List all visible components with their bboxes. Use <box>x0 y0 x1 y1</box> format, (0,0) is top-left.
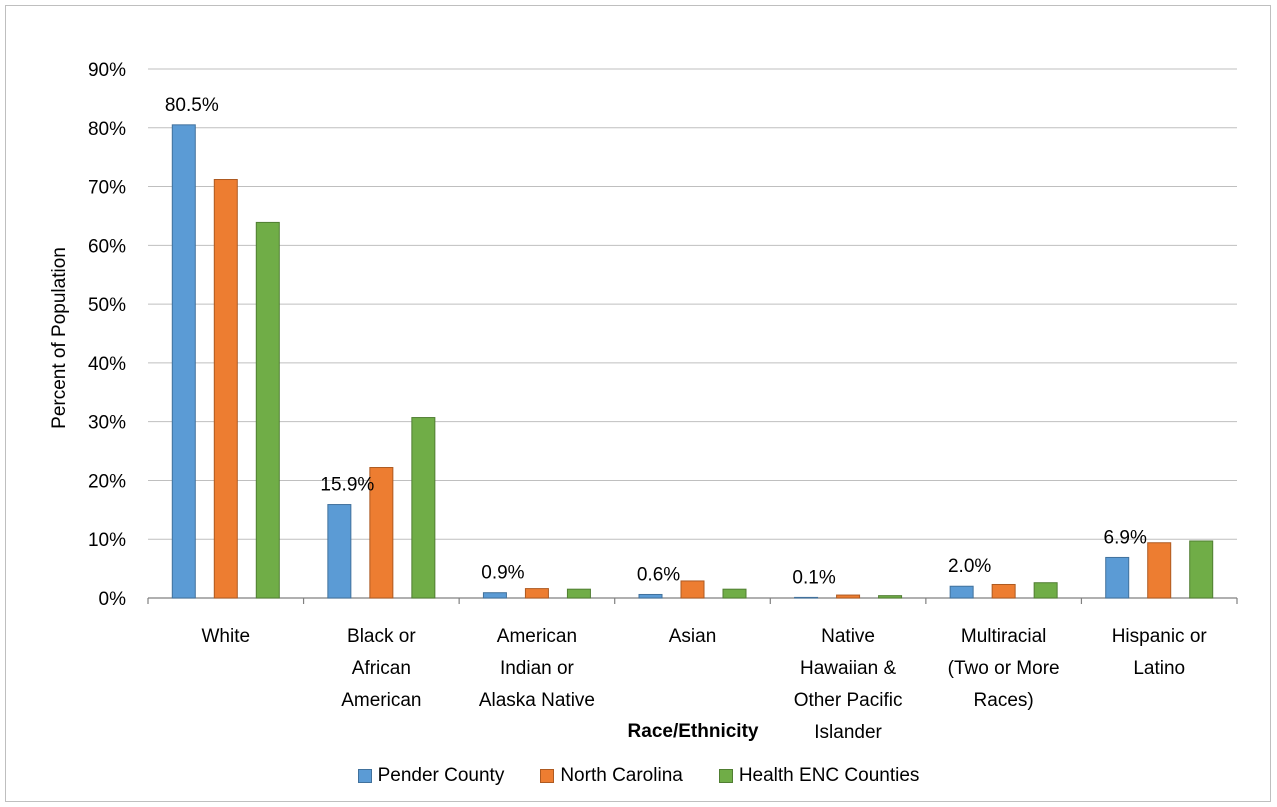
y-tick-label: 20% <box>88 471 126 492</box>
bar <box>171 124 196 599</box>
bar <box>369 467 394 599</box>
x-category-label: Black or <box>347 626 416 647</box>
x-axis-title: Race/Ethnicity <box>628 721 759 742</box>
y-tick-label: 10% <box>88 530 126 551</box>
bar <box>991 583 1016 599</box>
bar <box>1033 582 1058 599</box>
legend-swatch-pender-county <box>357 769 372 783</box>
bar <box>213 179 238 599</box>
y-tick-label: 50% <box>88 295 126 316</box>
x-category-label: Native <box>821 626 875 647</box>
bar <box>836 594 861 599</box>
bar <box>566 588 591 599</box>
bar <box>680 580 705 599</box>
y-axis-title: Percent of Population <box>49 247 70 429</box>
y-tick-label: 80% <box>88 119 126 140</box>
legend-label-north-carolina: North Carolina <box>560 765 683 786</box>
data-label: 0.1% <box>792 567 835 588</box>
bar <box>878 595 903 599</box>
bar <box>1189 540 1214 599</box>
bar <box>722 588 747 599</box>
y-tick-label: 30% <box>88 413 126 434</box>
bar <box>949 585 974 599</box>
x-category-label: Latino <box>1133 658 1185 679</box>
bar <box>638 593 663 599</box>
x-category-label: Hawaiian & <box>800 658 896 679</box>
legend-swatch-health-enc-counties <box>718 769 733 783</box>
data-label: 80.5% <box>165 95 219 116</box>
bar <box>255 221 280 599</box>
legend-item-pender-county: Pender County <box>357 765 505 787</box>
x-category-label: White <box>201 626 250 647</box>
y-tick-label: 70% <box>88 178 126 199</box>
legend: Pender County North Carolina Health ENC … <box>0 762 1277 790</box>
bar <box>411 417 436 599</box>
x-category-label: American <box>497 626 577 647</box>
bar-chart: 0% 10% 20% 30% 40% 50% 60% 70% 80% 90% 80.5% White 1… <box>49 60 1238 743</box>
legend-swatch-north-carolina <box>540 769 555 783</box>
data-label: 0.6% <box>637 564 680 585</box>
x-category-label: Other Pacific <box>794 690 903 711</box>
x-category-label: Multiracial <box>961 626 1047 647</box>
legend-item-health-enc-counties: Health ENC Counties <box>718 765 920 787</box>
data-label: 6.9% <box>1104 527 1147 548</box>
x-category-label: Hispanic or <box>1112 626 1208 647</box>
bar <box>327 504 352 599</box>
bar <box>482 592 507 599</box>
y-tick-label: 0% <box>99 589 127 610</box>
x-category-label: Races) <box>974 690 1034 711</box>
x-category-label: African <box>352 658 411 679</box>
x-category-label: Indian or <box>500 658 575 679</box>
x-category-label: American <box>341 690 421 711</box>
data-label: 0.9% <box>481 563 524 584</box>
legend-label-health-enc-counties: Health ENC Counties <box>738 765 920 786</box>
legend-item-north-carolina: North Carolina <box>540 765 683 787</box>
bar <box>794 596 819 599</box>
y-tick-label: 90% <box>88 60 126 81</box>
data-label: 15.9% <box>320 475 374 496</box>
legend-label-pender-county: Pender County <box>377 765 505 786</box>
x-category-label: Alaska Native <box>479 690 595 711</box>
y-tick-label: 40% <box>88 354 126 375</box>
x-category-label: (Two or More <box>948 658 1060 679</box>
bar <box>1105 556 1130 599</box>
y-tick-label: 60% <box>88 236 126 257</box>
x-category-label: Asian <box>669 626 717 647</box>
bar <box>524 588 549 599</box>
data-label: 2.0% <box>948 556 991 577</box>
x-category-label: Islander <box>814 722 882 743</box>
bar <box>1147 542 1172 599</box>
